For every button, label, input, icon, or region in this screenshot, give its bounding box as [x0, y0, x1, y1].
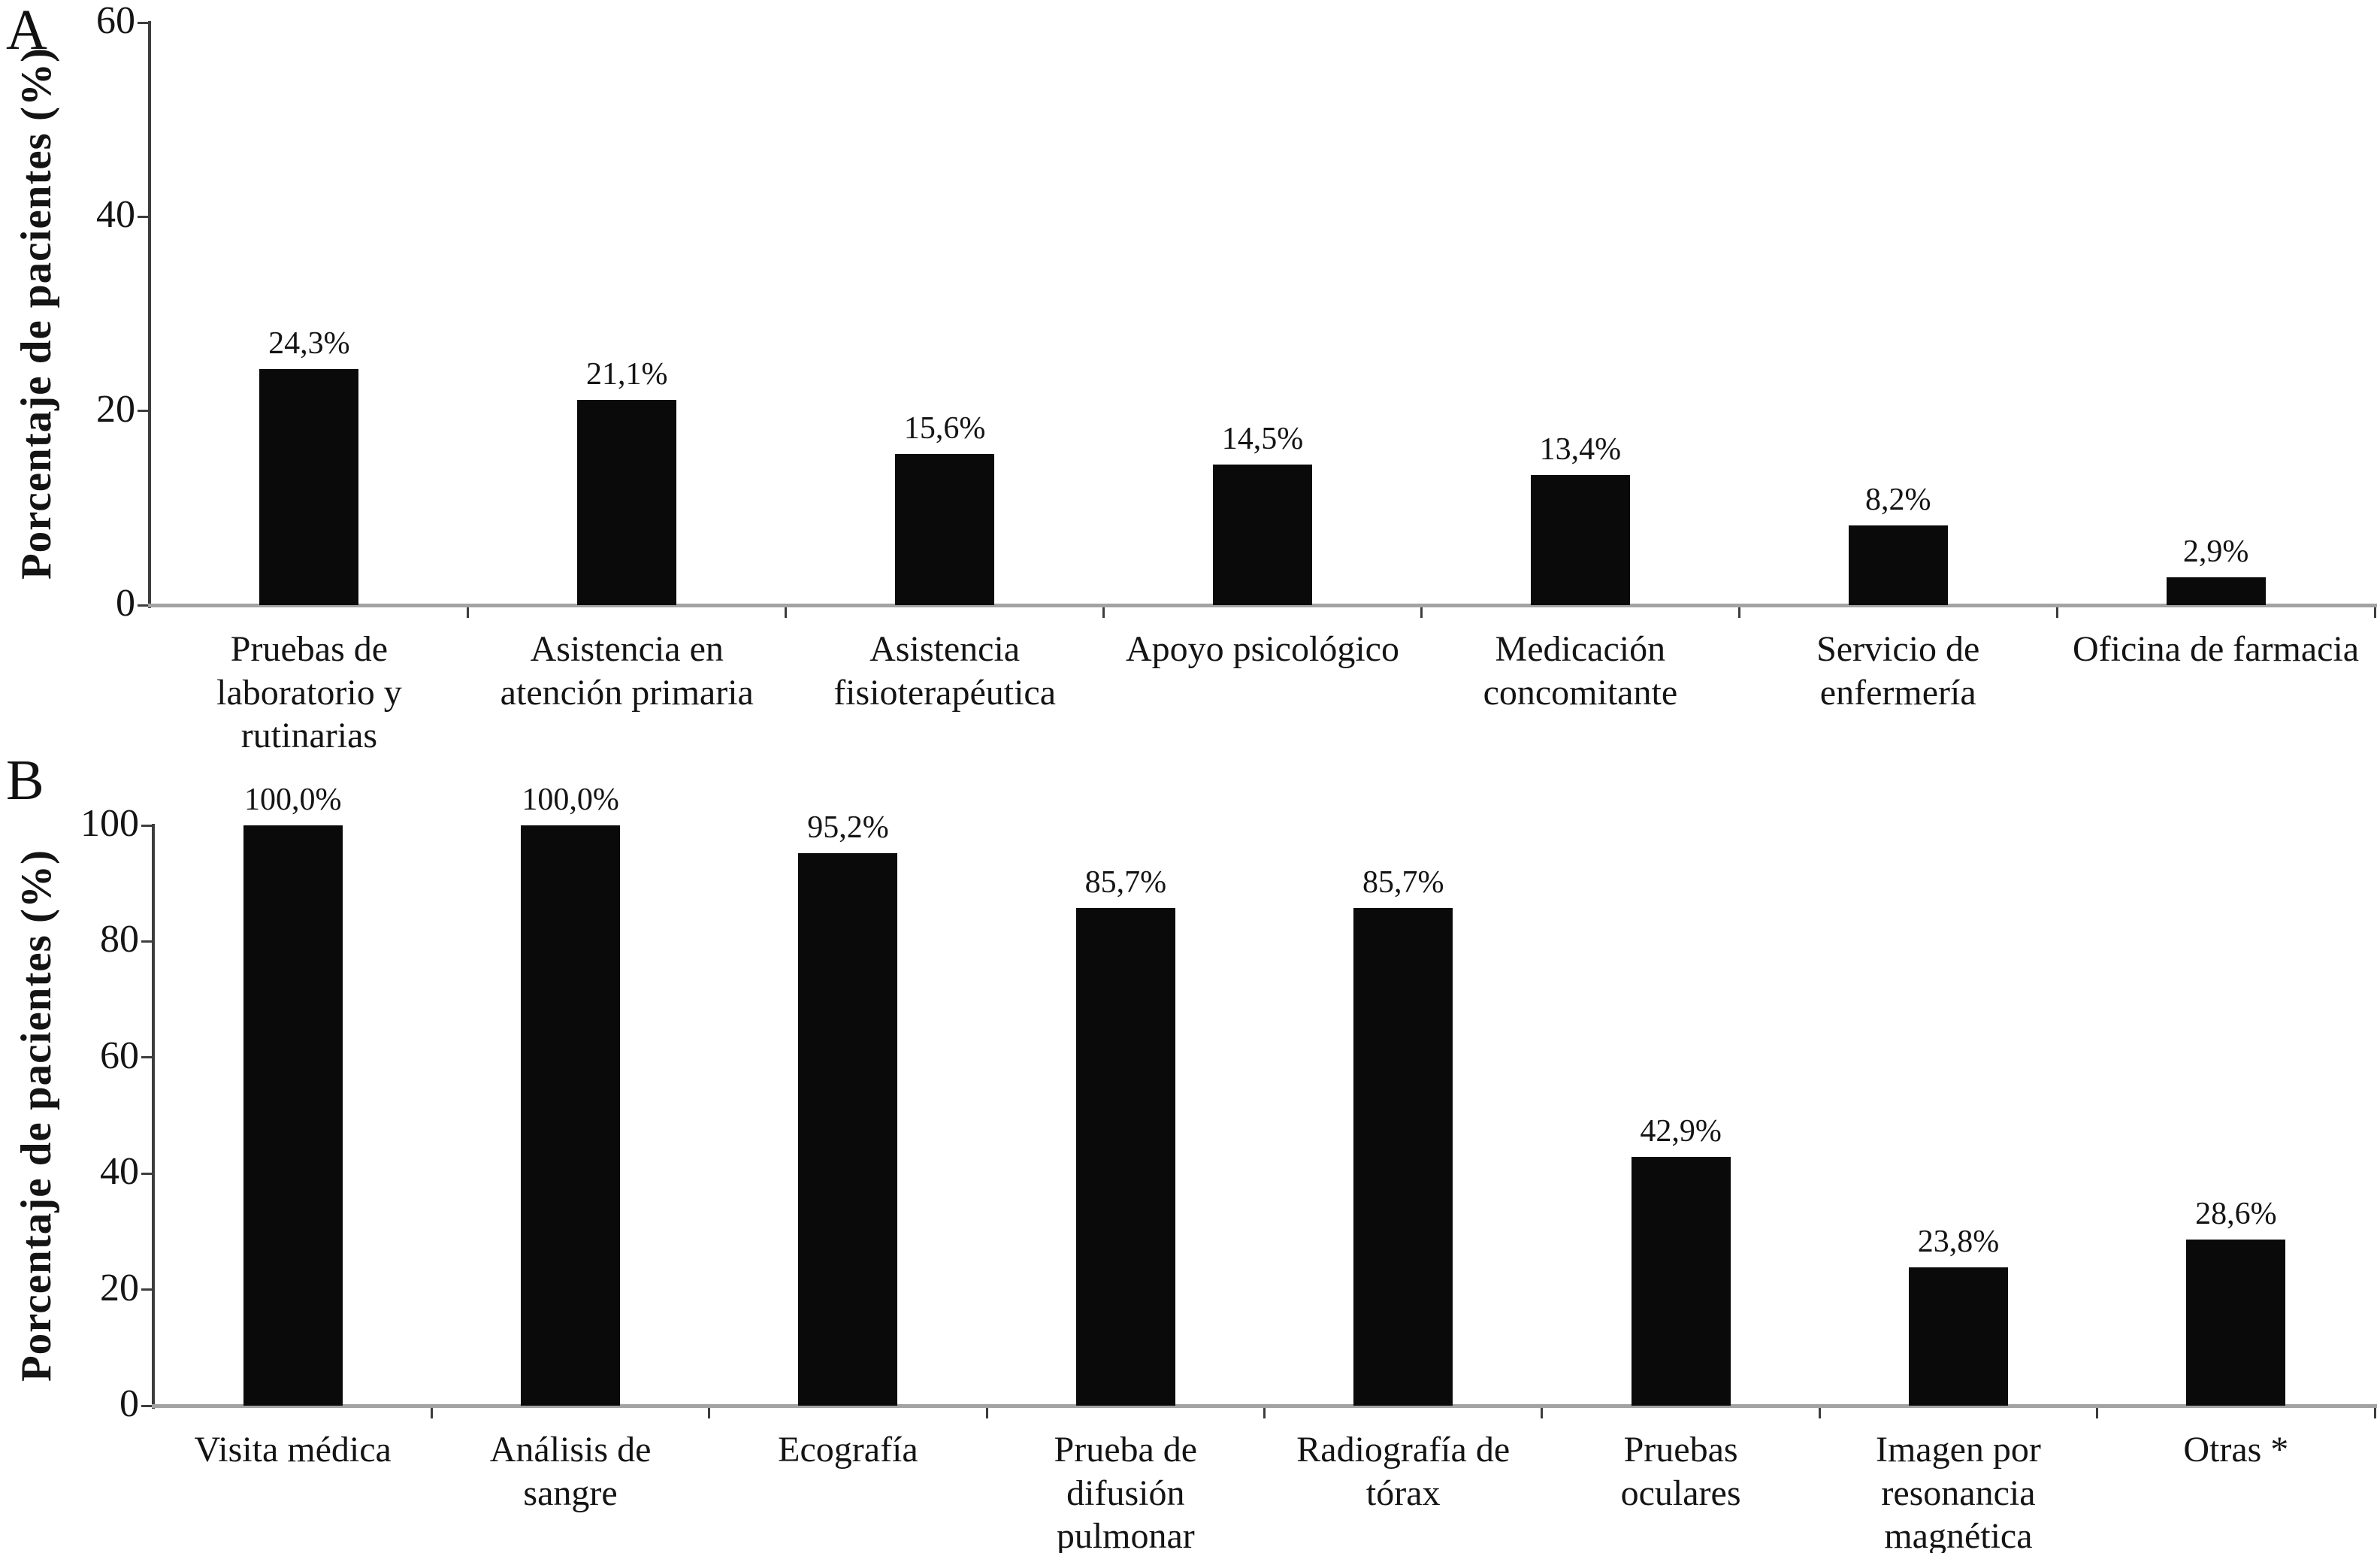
y-tick-mark: [138, 21, 148, 24]
x-tick-mark: [2055, 607, 2058, 618]
x-tick-mark: [1102, 607, 1105, 618]
x-tick-mark: [708, 1408, 711, 1418]
bar-value-label: 100,0%: [522, 783, 619, 817]
x-tick-mark: [467, 607, 470, 618]
bar-value-label: 14,5%: [1221, 421, 1304, 456]
x-tick-mark: [2373, 1408, 2376, 1418]
y-tick-mark: [141, 1056, 152, 1059]
category-label: Visita médica: [194, 1430, 392, 1470]
panel-b-plot-area: 0 20 40 60 80 100 100,0% Visita médica 100,0% Aná…: [80, 783, 2377, 1553]
bar-value-label: 42,9%: [1640, 1113, 1722, 1149]
y-tick-label: 60: [100, 1034, 139, 1077]
panel-a-y-axis-title-text: Porcentaje de pacientes (%): [12, 47, 60, 580]
y-tick-mark: [141, 1172, 152, 1175]
bar-value-label: 100,0%: [243, 783, 342, 817]
x-tick-mark: [1263, 1408, 1266, 1418]
y-tick-label: 40: [96, 193, 135, 237]
category-label: Análisis de sangre: [489, 1430, 652, 1513]
x-tick-mark: [1420, 607, 1423, 618]
category-label: Otras *: [2183, 1430, 2289, 1470]
bar: [1213, 464, 1312, 605]
y-tick-label: 0: [119, 1382, 139, 1426]
y-tick-label: 40: [100, 1150, 139, 1194]
bar-value-label: 23,8%: [1917, 1225, 2000, 1260]
y-tick-label: 100: [80, 802, 139, 846]
bar: [895, 453, 995, 605]
panel-b-y-axis-title: Porcentaje de pacientes (%): [5, 825, 68, 1406]
bar-value-label: 21,1%: [586, 357, 668, 392]
bar-value-label: 85,7%: [1362, 865, 1444, 901]
y-tick-label: 20: [96, 387, 135, 431]
bar: [1075, 908, 1175, 1406]
category-label: Imagen por resonancia magnética: [1875, 1430, 2041, 1553]
y-tick-label: 20: [100, 1266, 139, 1309]
category-label: Prueba de difusión pulmonar: [1054, 1430, 1198, 1553]
bar: [2186, 1240, 2286, 1406]
bar-value-label: 2,9%: [2182, 534, 2249, 569]
category-label: Oficina de farmacia: [2073, 629, 2360, 669]
bar: [259, 369, 359, 605]
x-tick-mark: [1737, 607, 1740, 618]
bar: [577, 400, 677, 605]
x-axis-line: [148, 604, 2377, 607]
bar: [1631, 1156, 1731, 1406]
panel-a: A Porcentaje de pacientes (%) 0 20 40 60 24,…: [0, 0, 2380, 759]
bar-value-label: 28,6%: [2195, 1197, 2277, 1232]
panel-b-letter: B: [6, 749, 44, 812]
bar-value-label: 95,2%: [807, 810, 889, 846]
y-axis-line: [148, 21, 151, 608]
category-label: Pruebas oculares: [1620, 1430, 1741, 1513]
bar-value-label: 15,6%: [903, 410, 986, 446]
x-tick-mark: [1541, 1408, 1544, 1418]
bar: [2166, 577, 2266, 605]
bar-value-label: 8,2%: [1864, 483, 1931, 518]
panel-a-letter: A: [6, 0, 47, 62]
panel-a-y-axis-title: Porcentaje de pacientes (%): [5, 23, 68, 605]
y-tick-mark: [141, 1404, 152, 1407]
x-tick-mark: [430, 1408, 433, 1418]
x-tick-mark: [2373, 607, 2376, 618]
x-axis-line: [152, 1404, 2377, 1408]
category-label: Asistencia fisioterapéutica: [833, 629, 1057, 713]
category-label: Medicación concomitante: [1483, 629, 1678, 713]
bar: [243, 825, 343, 1406]
bar: [521, 825, 621, 1406]
category-label: Pruebas de laboratorio y rutinarias: [216, 629, 402, 756]
bar: [1908, 1267, 2008, 1406]
category-label: Radiografía de tórax: [1296, 1430, 1511, 1513]
y-tick-label: 0: [116, 582, 135, 625]
y-axis-line: [152, 824, 155, 1409]
category-label: Servicio de enfermería: [1816, 629, 1980, 713]
y-tick-label: 80: [100, 918, 139, 961]
y-tick-mark: [138, 410, 148, 413]
bar: [1530, 474, 1630, 605]
bar-value-label: 24,3%: [268, 326, 350, 362]
y-tick-mark: [141, 1288, 152, 1291]
bar: [798, 853, 898, 1406]
bar: [1848, 525, 1948, 605]
category-label: Asistencia en atención primaria: [500, 629, 754, 713]
y-tick-mark: [141, 824, 152, 827]
y-tick-mark: [138, 215, 148, 218]
category-label: Ecografía: [778, 1430, 918, 1470]
y-tick-label: 60: [96, 0, 135, 43]
bar-value-label: 85,7%: [1084, 865, 1167, 901]
panel-a-plot-area: 0 20 40 60 24,3% Pruebas de laboratorio y rut…: [96, 0, 2377, 755]
y-tick-mark: [138, 604, 148, 607]
bar-value-label: 13,4%: [1539, 431, 1622, 467]
y-tick-mark: [141, 940, 152, 943]
x-tick-mark: [985, 1408, 988, 1418]
x-tick-mark: [2096, 1408, 2099, 1418]
panel-b: B Porcentaje de pacientes (%) 0 20 40 60 80 1…: [0, 752, 2380, 1553]
x-tick-mark: [1818, 1408, 1821, 1418]
category-label: Apoyo psicológico: [1126, 629, 1399, 669]
x-tick-mark: [785, 607, 788, 618]
bar: [1353, 908, 1453, 1406]
